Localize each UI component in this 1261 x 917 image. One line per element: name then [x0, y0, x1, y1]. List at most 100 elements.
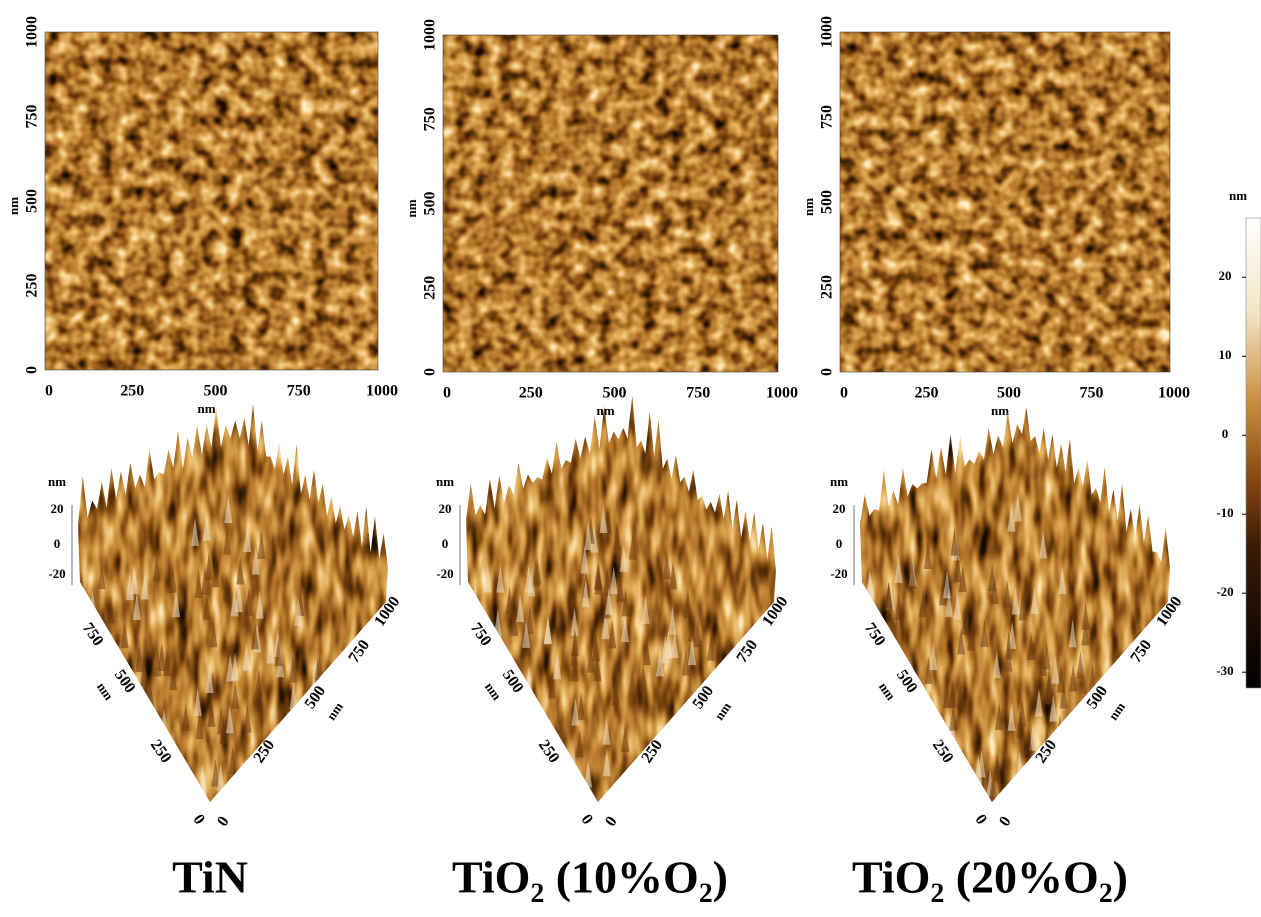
- colorbar: [1246, 218, 1261, 688]
- y-tick-label: 250: [422, 276, 439, 300]
- surface-spike: [305, 714, 313, 742]
- left-axis-tick: 0: [971, 811, 990, 827]
- afm-2d-image: [443, 35, 778, 372]
- x-tick-label: 0: [840, 385, 848, 402]
- right-axis-label: nm: [711, 699, 734, 723]
- colorbar-unit: nm: [1229, 188, 1247, 203]
- left-axis-tick: 750: [467, 620, 495, 649]
- z-axis-label: nm: [830, 474, 848, 489]
- x-tick-label: 1000: [1158, 385, 1190, 402]
- y-tick-label: 750: [24, 105, 41, 129]
- colorbar-tick-label: -10: [1216, 505, 1233, 520]
- surface-spike: [1087, 716, 1095, 744]
- z-axis-label: nm: [436, 474, 454, 489]
- surface-spike: [1127, 710, 1135, 738]
- y-axis-label: nm: [6, 197, 21, 215]
- colorbar-tick-label: 20: [1219, 268, 1232, 283]
- afm-2d-image: [840, 32, 1170, 372]
- surface-spike: [346, 674, 354, 702]
- y-tick-label: 1000: [422, 19, 439, 51]
- page: {"colorbar": {"unit": "nm", "ticks": [20…: [0, 0, 1261, 917]
- y-tick-label: 0: [24, 366, 41, 374]
- surface-spike: [1018, 770, 1026, 798]
- colorbar-tick-label: 10: [1219, 347, 1232, 362]
- surface-spike: [674, 719, 682, 747]
- left-axis-tick: 750: [861, 620, 889, 649]
- left-axis-label: nm: [94, 679, 117, 703]
- x-axis-label: nm: [991, 403, 1009, 418]
- y-tick-label: 1000: [24, 16, 41, 48]
- y-tick-label: 0: [422, 368, 439, 376]
- surface-spike: [365, 704, 373, 732]
- surface-spike: [1087, 722, 1095, 750]
- y-axis-label: nm: [801, 198, 816, 216]
- surface-spike: [279, 732, 287, 760]
- y-tick-label: 0: [819, 368, 836, 376]
- colorbar-tick-label: -30: [1216, 663, 1233, 678]
- x-axis-label: nm: [197, 401, 215, 416]
- surface-spike: [1096, 712, 1104, 740]
- x-tick-label: 500: [997, 385, 1021, 402]
- y-tick-label: 500: [24, 189, 41, 213]
- surface-spike: [349, 677, 357, 705]
- x-tick-label: 750: [287, 383, 311, 400]
- surface-spike: [241, 772, 249, 800]
- x-tick-label: 1000: [766, 385, 798, 402]
- left-axis-tick: 250: [535, 737, 563, 766]
- surface-spike: [1120, 671, 1128, 699]
- x-tick-label: 1000: [366, 383, 398, 400]
- figure: 0250500750100002505007501000nmnmnm200-20…: [0, 0, 1261, 917]
- z-tick-label: -20: [830, 566, 847, 581]
- x-tick-label: 500: [603, 385, 627, 402]
- surface-spike: [343, 678, 351, 706]
- y-tick-label: 500: [819, 190, 836, 214]
- y-tick-label: 750: [819, 105, 836, 129]
- left-axis-label: nm: [482, 679, 505, 703]
- right-axis-label: nm: [1105, 699, 1128, 723]
- x-tick-label: 0: [45, 383, 53, 400]
- z-axis-label: nm: [48, 474, 66, 489]
- surface-spike: [697, 733, 705, 761]
- surface-spike: [1078, 704, 1086, 732]
- z-tick-label: 20: [833, 501, 846, 516]
- y-tick-label: 250: [24, 274, 41, 298]
- left-axis-label: nm: [876, 679, 899, 703]
- x-tick-label: 500: [204, 383, 228, 400]
- surface-spike: [687, 706, 695, 734]
- y-axis-label: nm: [404, 199, 419, 217]
- z-tick-label: 0: [54, 536, 61, 551]
- x-axis-label: nm: [596, 403, 614, 418]
- left-axis-tick: 250: [147, 737, 175, 766]
- x-tick-label: 0: [443, 385, 451, 402]
- surface-spike: [339, 667, 347, 695]
- surface-spike: [694, 739, 702, 767]
- colorbar-tick-label: -20: [1216, 584, 1233, 599]
- x-tick-label: 250: [120, 383, 144, 400]
- afm-2d-image: [45, 32, 378, 370]
- z-tick-label: 0: [442, 536, 449, 551]
- y-tick-label: 500: [422, 192, 439, 216]
- left-axis-tick: 0: [577, 811, 596, 827]
- y-tick-label: 1000: [819, 16, 836, 48]
- surface-spike: [718, 660, 726, 688]
- surface-spike: [1100, 717, 1108, 745]
- right-axis-label: nm: [323, 699, 346, 723]
- right-axis-tick: 0: [996, 813, 1015, 829]
- z-tick-label: -20: [436, 566, 453, 581]
- right-axis-tick: 0: [602, 813, 621, 829]
- z-tick-label: 20: [51, 501, 64, 516]
- x-tick-label: 250: [519, 385, 543, 402]
- z-tick-label: 20: [439, 501, 452, 516]
- x-tick-label: 750: [686, 385, 710, 402]
- z-tick-label: -20: [48, 566, 65, 581]
- colorbar-tick-label: 0: [1222, 426, 1229, 441]
- left-axis-tick: 250: [929, 737, 957, 766]
- panel-caption: TiO₂ (20%O₂): [852, 852, 1128, 903]
- panel-caption: TiO₂ (10%O₂): [452, 852, 728, 903]
- left-axis-tick: 750: [79, 620, 107, 649]
- x-tick-label: 750: [1080, 385, 1104, 402]
- y-tick-label: 250: [819, 275, 836, 299]
- y-tick-label: 750: [422, 107, 439, 131]
- z-tick-label: 0: [836, 536, 843, 551]
- surface-spike: [1092, 720, 1100, 748]
